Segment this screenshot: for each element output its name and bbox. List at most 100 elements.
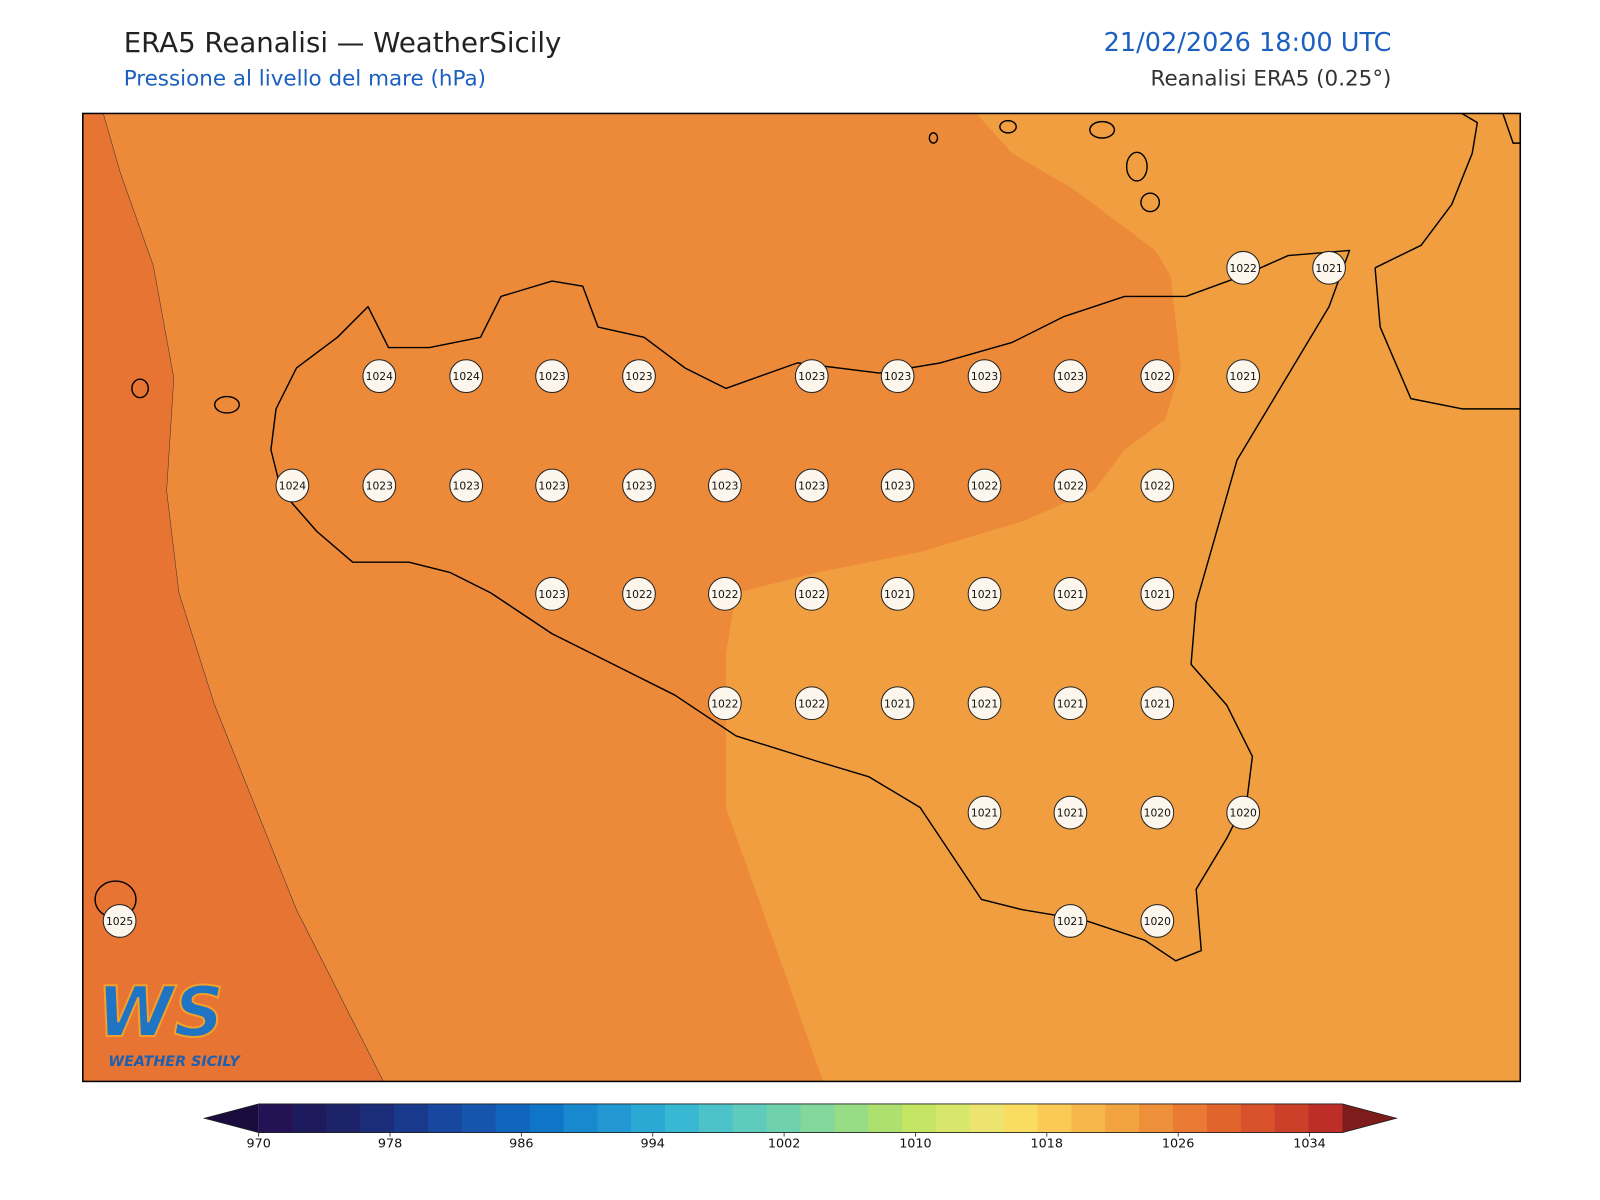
- colorbar-tick-label: 986: [509, 1136, 533, 1151]
- station-value: 1022: [1144, 370, 1171, 383]
- colorbar-segment: [698, 1103, 734, 1133]
- colorbar-segment: [665, 1103, 700, 1133]
- source: Reanalisi ERA5 (0.25°): [1151, 67, 1392, 92]
- station-marker: [535, 577, 569, 611]
- colorbar-segment: [461, 1103, 497, 1133]
- colorbar-segment: [529, 1103, 564, 1133]
- title: ERA5 Reanalisi — WeatherSicily: [124, 26, 562, 59]
- station-marker: [1053, 468, 1088, 503]
- station-value: 1023: [453, 480, 480, 493]
- station-marker: [1053, 795, 1088, 830]
- island: [1140, 192, 1161, 213]
- coastline: [1502, 113, 1521, 144]
- station-value: 1021: [971, 588, 998, 601]
- colorbar-segment: [902, 1103, 937, 1133]
- coastline: [1374, 267, 1521, 410]
- station-value: 1023: [884, 480, 911, 493]
- colorbar-tick-label: 1034: [1293, 1136, 1326, 1151]
- station-value: 1023: [366, 480, 393, 493]
- station-marker: [535, 468, 569, 503]
- station-value: 1025: [106, 915, 133, 928]
- station-marker: [1140, 904, 1175, 938]
- station-value: 1021: [1315, 262, 1342, 275]
- station-marker: [967, 577, 1002, 611]
- island: [131, 378, 149, 399]
- station-marker: [1140, 359, 1175, 394]
- station-marker: [1053, 686, 1088, 721]
- station-marker: [1140, 577, 1175, 611]
- colorbar-segment: [969, 1103, 1005, 1133]
- coastline: [270, 249, 1351, 962]
- station-marker: [1226, 359, 1261, 394]
- station-marker: [967, 795, 1002, 830]
- island: [213, 395, 240, 414]
- station-value: 1022: [711, 697, 738, 710]
- station-value: 1022: [625, 588, 652, 601]
- colorbar-tick-label: 978: [378, 1136, 402, 1151]
- station-marker: [794, 468, 829, 503]
- colorbar-segment: [394, 1103, 429, 1133]
- station-marker: [707, 468, 742, 503]
- station-marker: [967, 468, 1002, 503]
- station-value: 1023: [625, 480, 652, 493]
- colorbar-segment: [800, 1103, 835, 1133]
- station-labels: 1022 1021 1024 1024 1023 1023 1023 1023 1023 1023…: [102, 250, 1346, 938]
- colorbar-segment: [766, 1103, 802, 1133]
- colorbar-segment: [1206, 1103, 1242, 1133]
- colorbar: 970 978 986 994 1002 1010 1018 1026 1034: [202, 1103, 1399, 1151]
- station-value: 1023: [971, 370, 998, 383]
- colorbar-tick-label: 1010: [899, 1136, 932, 1151]
- station-marker: [794, 686, 829, 721]
- station-marker: [1053, 577, 1088, 611]
- colorbar-segment: [868, 1103, 903, 1133]
- station-marker: [707, 577, 742, 611]
- colorbar-segment: [258, 1103, 294, 1133]
- station-value: 1022: [798, 697, 825, 710]
- station-value: 1022: [798, 588, 825, 601]
- colorbar-segment: [1240, 1103, 1276, 1133]
- station-value: 1024: [366, 370, 393, 383]
- colorbar-extend: [1342, 1103, 1397, 1133]
- colorbar-tick-label: 1018: [1031, 1136, 1064, 1151]
- colorbar-extend: [204, 1103, 259, 1133]
- colorbar-segment: [1139, 1103, 1174, 1133]
- colorbar-segment: [1003, 1103, 1039, 1133]
- colorbar-segment: [427, 1103, 463, 1133]
- map-frame: [82, 112, 1522, 1083]
- station-marker: [1053, 359, 1088, 394]
- station-marker: [449, 359, 484, 394]
- station-value: 1024: [453, 370, 480, 383]
- station-marker: [794, 359, 829, 394]
- station-marker: [622, 577, 656, 611]
- colorbar-segment: [1274, 1103, 1310, 1133]
- station-value: 1021: [884, 588, 911, 601]
- colorbar-segment: [563, 1103, 598, 1133]
- datetime: 21/02/2026 18:00 UTC: [1104, 28, 1392, 58]
- station-marker: [449, 468, 484, 503]
- colorbar-segment: [935, 1103, 971, 1133]
- station-marker: [794, 577, 829, 611]
- station-marker: [1140, 795, 1175, 830]
- map: WS WEATHER SICILY: [82, 112, 1522, 1083]
- station-value: 1023: [1057, 370, 1084, 383]
- station-value: 1023: [711, 480, 738, 493]
- colorbar-segment: [631, 1103, 666, 1133]
- colorbar-segment: [597, 1103, 632, 1133]
- station-marker: [622, 468, 656, 503]
- station-marker: [622, 359, 656, 394]
- logo-name: WEATHER SICILY: [108, 1054, 241, 1070]
- station-marker: [362, 359, 397, 394]
- station-value: 1021: [1057, 807, 1084, 820]
- station-value: 1021: [971, 807, 998, 820]
- station-value: 1020: [1144, 807, 1171, 820]
- station-value: 1023: [538, 588, 565, 601]
- station-value: 1023: [538, 370, 565, 383]
- station-value: 1021: [1057, 915, 1084, 928]
- island: [999, 119, 1017, 134]
- station-marker: [275, 468, 310, 503]
- island: [1125, 151, 1148, 182]
- colorbar-segment: [732, 1103, 768, 1133]
- station-value: 1022: [711, 588, 738, 601]
- island: [928, 132, 939, 144]
